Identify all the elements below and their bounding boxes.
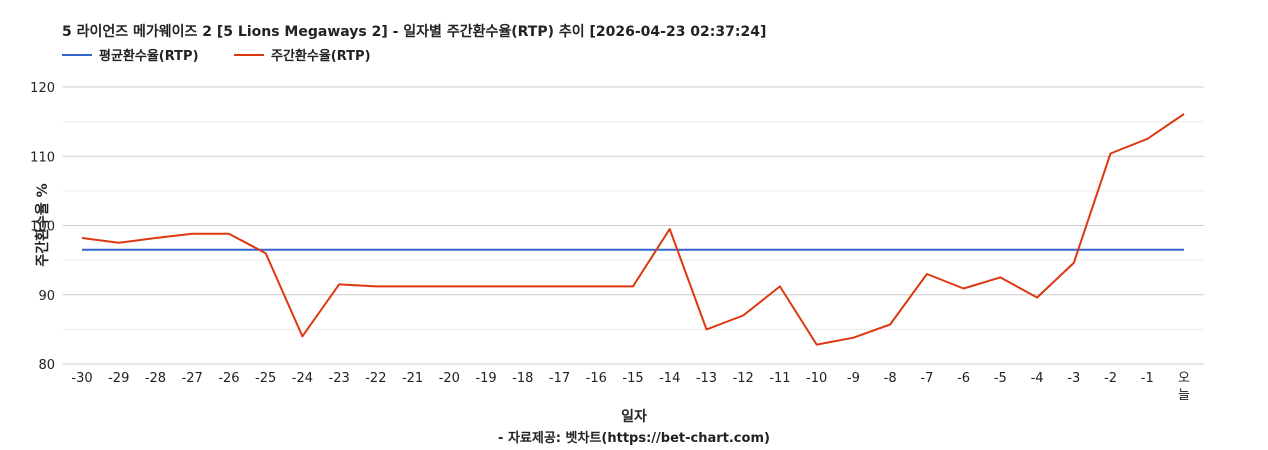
series-lines [81,113,1185,346]
y-tick-label: 90 [38,289,55,304]
grid-lines [63,86,1204,365]
x-tick-label: -30 [71,371,92,386]
chart-title: 5 라이언즈 메가웨이즈 2 [5 Lions Megaways 2] - 일자… [62,23,766,40]
x-tick-label: -3 [1067,371,1080,386]
x-tick-label: -18 [512,371,533,386]
x-tick-label: -17 [549,371,570,386]
x-tick-label: -28 [145,371,166,386]
x-tick-label: -1 [1141,371,1154,386]
x-tick-label: -7 [920,371,933,386]
x-tick-label: -19 [475,371,496,386]
series-line-weekly-rtp [81,113,1185,346]
x-tick-label: -27 [182,371,203,386]
x-tick-label: -24 [292,371,313,386]
x-tick-label: -21 [402,371,423,386]
x-tick-label: -12 [733,371,754,386]
x-tick-label: -25 [255,371,276,386]
y-axis-title: 주간환수율 % [34,183,51,266]
legend: 평균환수율(RTP) 주간환수율(RTP) [62,48,371,64]
y-tick-label: 110 [30,150,55,165]
x-tick-label: -22 [365,371,386,386]
y-tick-label: 80 [38,358,55,373]
x-tick-label: -15 [622,371,643,386]
data-source-credit: - 자료제공: 벳차트(https://bet-chart.com) [498,430,770,446]
legend-label: 평균환수율(RTP) [99,48,199,64]
y-axis-ticks: 80 90 100 110 120 [30,81,55,373]
legend-label: 주간환수율(RTP) [271,48,371,64]
x-tick-label: -23 [329,371,350,386]
x-tick-label: -8 [884,371,897,386]
x-tick-label: -6 [957,371,970,386]
x-tick-label: -11 [769,371,790,386]
y-tick-label: 120 [30,81,55,96]
x-tick-label: -2 [1104,371,1117,386]
x-tick-label: -13 [696,371,717,386]
x-tick-label: -16 [586,371,607,386]
x-axis-title: 일자 [621,409,647,425]
x-tick-label: -5 [994,371,1007,386]
x-tick-label: -20 [439,371,460,386]
x-tick-label: -10 [806,371,827,386]
x-tick-label: -14 [659,371,680,386]
x-tick-label: -29 [108,371,129,386]
x-tick-label: -4 [1031,371,1044,386]
y-tick-label: 100 [30,220,55,235]
x-tick-label: -9 [847,371,860,386]
x-tick-label: -26 [218,371,239,386]
x-axis-ticks: -30 -29 -28 -27 -26 -25 -24 -23 -22 -21 -20 -19 -18 -… [71,371,1190,403]
